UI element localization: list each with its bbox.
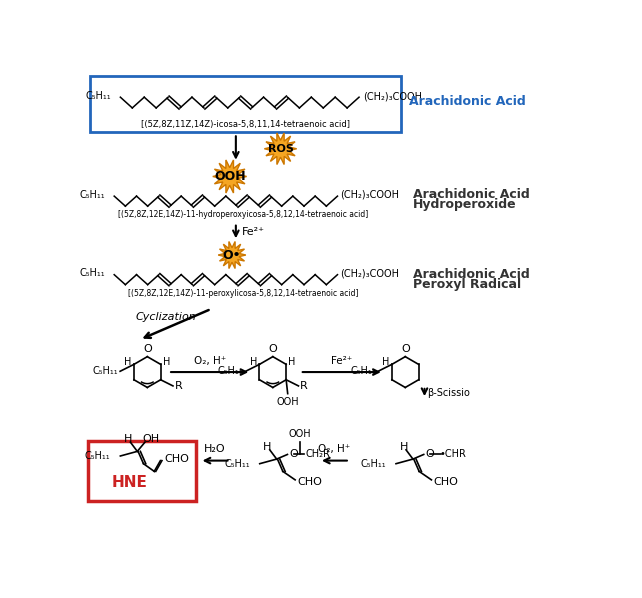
Text: C₅H₁₁: C₅H₁₁ [85,451,110,461]
Text: O•: O• [223,249,241,261]
Text: HNE: HNE [112,475,148,490]
Text: O: O [289,450,298,459]
Text: [(5Z,8Z,12E,14Z)-11-peroxylicosa-5,8,12,14-tetraenoic acid]: [(5Z,8Z,12E,14Z)-11-peroxylicosa-5,8,12,… [128,289,359,298]
Text: Cyclization: Cyclization [135,312,196,322]
Text: [(5Z,8Z,11Z,14Z)-icosa-5,8,11,14-tetraenoic acid]: [(5Z,8Z,11Z,14Z)-icosa-5,8,11,14-tetraen… [141,120,350,129]
Text: C₅H₁₁: C₅H₁₁ [224,459,250,469]
Text: C₅H₁₁: C₅H₁₁ [80,268,105,278]
Text: R: R [300,381,308,391]
Text: Fe²⁺: Fe²⁺ [331,356,352,366]
Text: [(5Z,8Z,12E,14Z)-11-hydroperoxyicosa-5,8,12,14-tetraenoic acid]: [(5Z,8Z,12E,14Z)-11-hydroperoxyicosa-5,8… [118,210,369,219]
Text: O₂, H⁺: O₂, H⁺ [318,444,351,454]
Text: CHO: CHO [434,477,458,487]
Polygon shape [265,133,297,164]
Text: R: R [175,381,182,391]
Text: O: O [401,344,410,353]
Text: H: H [125,357,132,367]
Text: C₅H₁₁: C₅H₁₁ [218,367,243,376]
Text: O: O [425,450,434,459]
Polygon shape [213,160,247,193]
Text: (CH₂)₃COOH: (CH₂)₃COOH [340,190,399,200]
Text: Peroxyl Radical: Peroxyl Radical [413,278,521,291]
Text: Fe²⁺: Fe²⁺ [242,227,265,237]
Text: ROS: ROS [268,144,293,154]
Text: Arachidonic Acid: Arachidonic Acid [409,94,526,108]
Text: H: H [263,442,272,451]
Text: O: O [268,344,277,353]
Text: OOH: OOH [276,396,299,407]
Text: C₅H₁₁: C₅H₁₁ [360,459,386,469]
Text: CHO: CHO [164,454,189,464]
Text: CHO: CHO [297,477,322,487]
Text: •CHR: •CHR [440,450,467,459]
Text: H: H [250,357,257,367]
Text: O: O [143,344,152,353]
Text: Arachidonic Acid: Arachidonic Acid [413,268,530,281]
Text: β-Scissio: β-Scissio [428,388,471,398]
Text: (CH₂)₃COOH: (CH₂)₃COOH [363,91,422,102]
Text: Hydroperoxide: Hydroperoxide [413,199,517,212]
Text: H: H [163,357,170,367]
Text: C₅H₁₁: C₅H₁₁ [350,367,376,376]
Text: O₂, H⁺: O₂, H⁺ [193,356,226,366]
FancyBboxPatch shape [89,75,401,132]
Text: H: H [382,357,390,367]
Text: OOH: OOH [214,170,245,183]
Text: Arachidonic Acid: Arachidonic Acid [413,188,530,202]
Text: CH₂R: CH₂R [306,450,331,459]
Text: H: H [399,442,408,451]
Polygon shape [218,242,246,269]
Text: OH: OH [143,434,160,444]
Text: H: H [124,434,132,444]
Text: C₅H₁₁: C₅H₁₁ [80,190,105,200]
Text: C₅H₁₁: C₅H₁₁ [92,367,117,376]
Text: H: H [288,357,296,367]
Text: C₅H₁₁: C₅H₁₁ [85,91,111,102]
Text: H₂O: H₂O [204,444,226,454]
Text: (CH₂)₃COOH: (CH₂)₃COOH [340,268,399,278]
FancyBboxPatch shape [88,441,196,501]
Text: OOH: OOH [288,429,311,439]
